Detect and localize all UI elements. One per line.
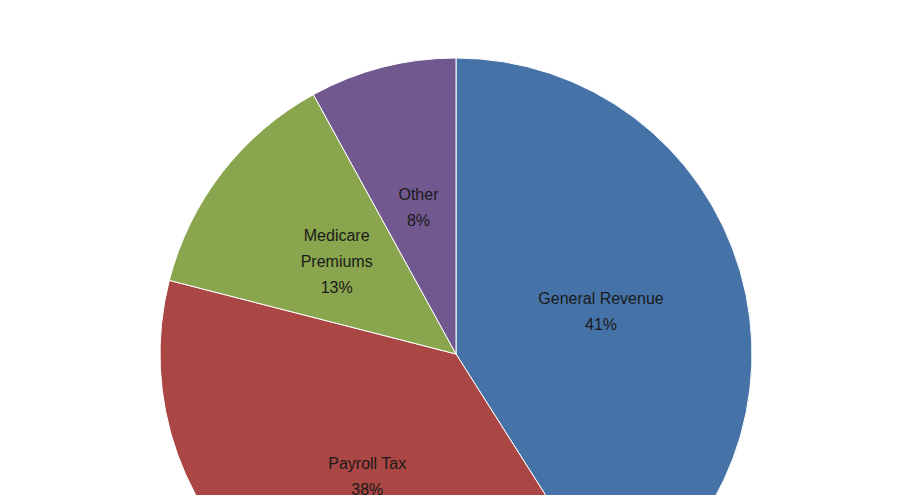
svg-text:Other: Other bbox=[398, 186, 439, 203]
svg-text:13%: 13% bbox=[321, 279, 353, 296]
svg-text:38%: 38% bbox=[351, 481, 383, 495]
svg-text:General Revenue: General Revenue bbox=[538, 290, 664, 307]
svg-text:41%: 41% bbox=[585, 316, 617, 333]
svg-text:Premiums: Premiums bbox=[301, 253, 373, 270]
svg-text:Payroll Tax: Payroll Tax bbox=[328, 455, 406, 472]
svg-text:Medicare: Medicare bbox=[304, 227, 370, 244]
svg-text:8%: 8% bbox=[407, 212, 430, 229]
